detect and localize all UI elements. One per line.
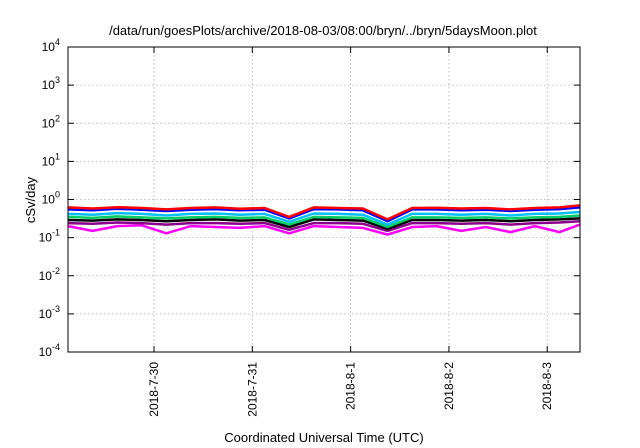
x-tick-label: 2018-7-31 [245,362,259,417]
x-tick-label: 2018-7-30 [147,362,161,417]
series-line [67,210,581,226]
y-tick-label: 100 [42,190,60,207]
axes: 10-4 10-3 10-2 10-1 100 101 102 103 104 2018-7-30… [39,37,580,417]
y-tick-label: 104 [42,37,60,54]
y-tick-label: 101 [42,151,60,168]
x-tick-label: 2018-8-1 [344,362,358,410]
y-tick-label: 10-4 [39,342,60,359]
y-tick-label: 10-2 [39,266,60,283]
y-tick-label: 102 [42,113,60,130]
x-axis-label: Coordinated Universal Time (UTC) [224,430,423,445]
y-tick-label: 10-1 [39,228,60,245]
series-group [67,204,581,236]
series-line [67,214,581,229]
series-line [67,217,581,231]
chart-title: /data/run/goesPlots/archive/2018-08-03/0… [109,23,537,38]
series-line [67,206,581,223]
series-line [67,204,581,221]
y-axis-label: cSv/day [23,176,38,223]
grid [68,47,580,352]
x-tick-label: 2018-8-2 [442,362,456,410]
x-tick-label: 2018-8-3 [540,362,554,410]
y-tick-label: 103 [42,75,60,92]
series-line [67,219,581,233]
y-tick-label: 10-3 [39,304,60,321]
series-line [67,223,581,236]
